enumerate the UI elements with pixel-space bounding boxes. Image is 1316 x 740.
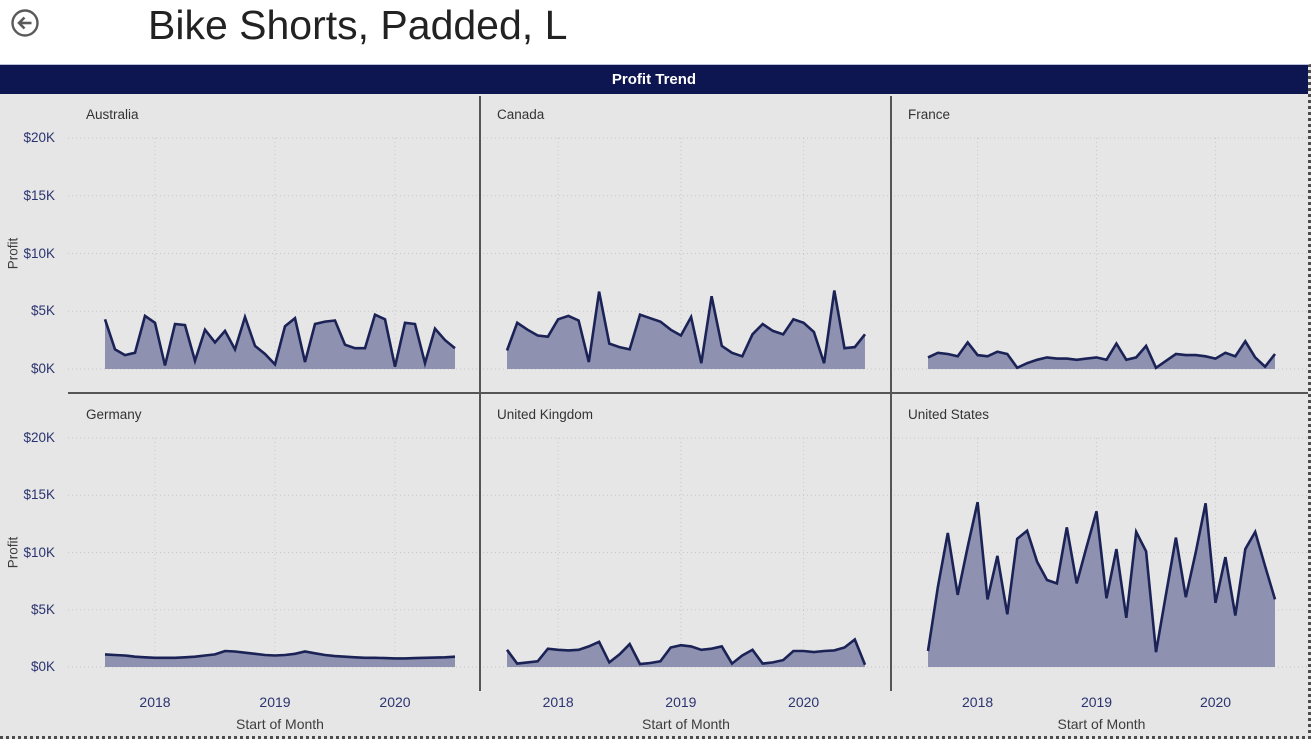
x-axis-tick-label: 2018 (962, 694, 994, 710)
area-series-germany (105, 651, 455, 667)
area-series-united-kingdom (507, 639, 865, 667)
area-chart-australia[interactable] (68, 94, 479, 394)
y-axis-tick-label: $0K (30, 659, 55, 674)
y-axis-tick-label: $10K (23, 544, 55, 560)
area-chart-united-states[interactable] (890, 394, 1308, 691)
x-axis-tick-label: 2019 (665, 694, 697, 710)
line-series-australia (103, 312, 456, 369)
visual-title: Profit Trend (611, 71, 697, 88)
area-series-united-states (928, 502, 1275, 667)
visual-title-bar: Profit Trend (0, 65, 1308, 94)
line-series-canada (505, 290, 867, 364)
small-multiples-grid: $0K $5K $10K $15K $20K Profit $0K $5K $10K $15K $2… (0, 65, 1308, 736)
x-axis-tick-label: 2019 (259, 694, 291, 710)
y-axis-tick-label: $0K (30, 361, 55, 376)
y-axis-tick-label: $15K (23, 187, 55, 203)
x-axis-tick-label: 2018 (542, 694, 574, 710)
panel-title-germany: Germany (86, 407, 142, 422)
panel-title-canada: Canada (497, 107, 545, 122)
back-arrow-icon (11, 9, 39, 37)
y-axis-title: Profit (5, 536, 21, 568)
y-axis-title: Profit (5, 237, 21, 269)
y-axis-tick-label: $10K (23, 245, 55, 261)
panel-united-kingdom: United Kingdom (479, 394, 890, 691)
panel-title-france: France (908, 107, 951, 122)
y-axis-tick-label: $15K (23, 487, 55, 503)
line-series-united-states (926, 501, 1277, 653)
area-chart-united-kingdom[interactable] (479, 394, 890, 691)
x-axis-tick-label: 2019 (1080, 694, 1113, 710)
panel-title-australia: Australia (86, 107, 139, 122)
panel-title-united-kingdom: United Kingdom (497, 407, 594, 422)
panel-canada: Canada (479, 94, 890, 394)
panel-title-united-states: United States (908, 407, 990, 422)
x-axis-title: Start of Month (1057, 716, 1146, 732)
panel-divider-vertical (890, 96, 892, 691)
line-series-united-kingdom (505, 637, 867, 666)
x-axis-tick-label: 2020 (379, 694, 411, 710)
panel-divider-vertical (479, 96, 481, 691)
panel-divider-horizontal (68, 392, 1308, 394)
panel-united-states: United States (890, 394, 1308, 691)
x-axis-tick-label: 2020 (1199, 694, 1232, 710)
panel-germany: Germany (68, 394, 479, 691)
back-button[interactable] (10, 8, 40, 38)
line-series-germany (104, 649, 456, 660)
x-axis-title: Start of Month (236, 716, 324, 732)
panel-france: France (890, 94, 1308, 394)
y-axis-tick-label: $5K (30, 303, 55, 319)
panel-australia: Australia (68, 94, 479, 394)
page-title: Bike Shorts, Padded, L (148, 2, 568, 48)
profit-trend-visual: Profit Trend $0K $5K $10K $15K $20K Profit $0K… (0, 64, 1311, 739)
x-axis-title: Start of Month (642, 716, 730, 732)
y-axis-tick-label: $20K (23, 130, 55, 145)
area-chart-france[interactable] (890, 94, 1308, 394)
line-series-france (927, 338, 1277, 370)
area-series-france (928, 341, 1275, 369)
x-axis-tick-label: 2020 (788, 694, 820, 710)
y-axis-tick-label: $5K (30, 601, 55, 617)
y-axis-tick-label: $20K (23, 430, 55, 445)
x-axis-tick-label: 2018 (139, 694, 171, 710)
area-chart-canada[interactable] (479, 94, 890, 394)
area-chart-germany[interactable] (68, 394, 479, 691)
